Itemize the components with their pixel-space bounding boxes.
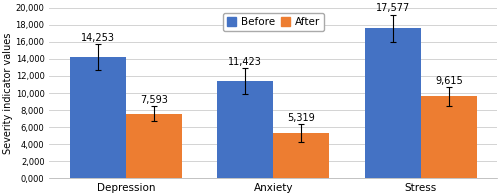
Y-axis label: Severity indicator values: Severity indicator values	[3, 32, 13, 154]
Text: 5,319: 5,319	[288, 113, 315, 123]
Bar	[365, 28, 421, 178]
Text: 7,593: 7,593	[140, 95, 168, 105]
Text: 17,577: 17,577	[376, 4, 410, 14]
Bar	[274, 133, 330, 178]
Bar	[421, 96, 477, 178]
Text: 9,615: 9,615	[435, 76, 462, 86]
Bar	[70, 57, 126, 178]
Legend: Before, After: Before, After	[223, 13, 324, 31]
Text: 11,423: 11,423	[228, 57, 262, 67]
Text: 14,253: 14,253	[81, 33, 115, 43]
Bar	[126, 113, 182, 178]
Bar	[218, 81, 274, 178]
